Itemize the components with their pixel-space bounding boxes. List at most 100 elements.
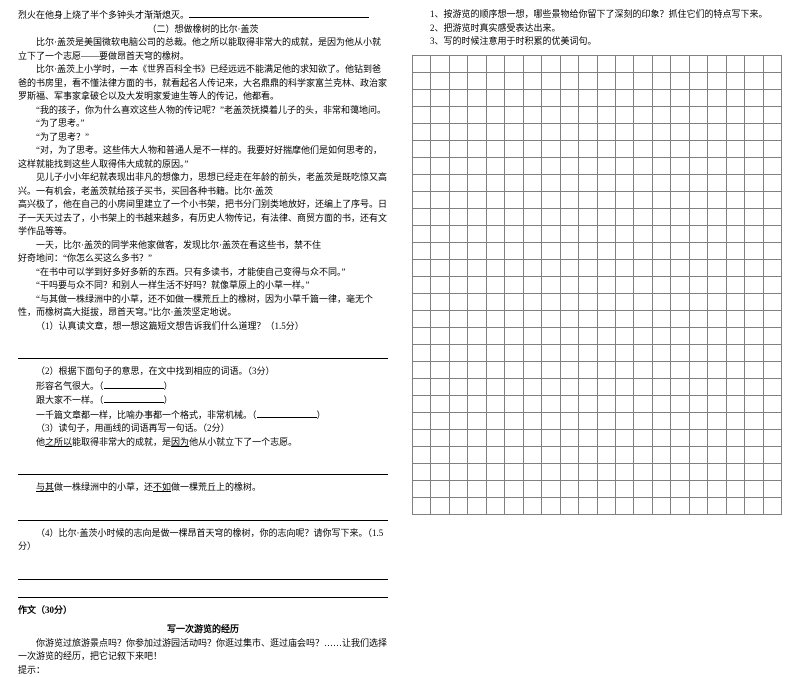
grid-cell — [468, 430, 486, 447]
grid-cell — [616, 260, 634, 277]
grid-cell — [653, 90, 671, 107]
grid-cell — [708, 56, 726, 73]
grid-cell — [708, 294, 726, 311]
grid-cell — [505, 243, 523, 260]
grid-cell — [653, 158, 671, 175]
grid-cell — [468, 294, 486, 311]
grid-cell — [413, 226, 431, 243]
grid-cell — [745, 260, 763, 277]
grid-cell — [634, 107, 652, 124]
line-intro: 烈火在他身上烧了半个多钟头才渐渐熄灭。 — [18, 8, 388, 23]
grid-cell — [727, 124, 745, 141]
grid-cell — [634, 175, 652, 192]
grid-cell — [708, 158, 726, 175]
grid-cell — [487, 413, 505, 430]
grid-cell — [542, 158, 560, 175]
grid-cell — [542, 192, 560, 209]
grid-cell — [487, 243, 505, 260]
grid-cell — [671, 90, 689, 107]
grid-cell — [653, 345, 671, 362]
grid-cell — [671, 362, 689, 379]
grid-cell — [690, 464, 708, 481]
grid-cell — [487, 107, 505, 124]
blank-q2b — [104, 393, 164, 403]
grid-cell — [561, 226, 579, 243]
grid-cell — [505, 175, 523, 192]
grid-cell — [634, 226, 652, 243]
grid-cell — [505, 430, 523, 447]
grid-cell — [524, 328, 542, 345]
grid-cell — [653, 311, 671, 328]
composition-title: 写一次游览的经历 — [18, 623, 388, 637]
grid-cell — [579, 498, 597, 515]
grid-cell — [690, 277, 708, 294]
grid-cell — [598, 481, 616, 498]
grid-cell — [745, 447, 763, 464]
grid-cell — [505, 192, 523, 209]
question-3: （3）读句子，用画线的词语再写一句话。（2分） — [18, 422, 388, 436]
grid-cell — [579, 56, 597, 73]
grid-cell — [487, 226, 505, 243]
grid-cell — [598, 413, 616, 430]
grid-cell — [431, 447, 449, 464]
grid-cell — [468, 107, 486, 124]
grid-cell — [487, 73, 505, 90]
q4-example: 与其做一株绿洲中的小草，还不如做一棵荒丘上的橡树。 — [18, 481, 388, 495]
grid-cell — [431, 277, 449, 294]
grid-cell — [542, 294, 560, 311]
grid-cell — [505, 107, 523, 124]
dialogue-6: “在书中可以学到好多好多新的东西。只有多读书，才能使自己变得与众不同。” — [18, 266, 388, 280]
grid-cell — [561, 311, 579, 328]
grid-cell — [542, 379, 560, 396]
grid-cell — [745, 175, 763, 192]
grid-cell — [561, 379, 579, 396]
grid-cell — [598, 294, 616, 311]
grid-cell — [634, 243, 652, 260]
grid-cell — [727, 90, 745, 107]
grid-cell — [524, 430, 542, 447]
grid-cell — [542, 141, 560, 158]
grid-cell — [764, 56, 782, 73]
grid-cell — [450, 56, 468, 73]
grid-cell — [598, 226, 616, 243]
grid-cell — [505, 447, 523, 464]
grid-cell — [745, 107, 763, 124]
grid-cell — [745, 379, 763, 396]
grid-cell — [764, 294, 782, 311]
grid-cell — [671, 396, 689, 413]
grid-cell — [598, 73, 616, 90]
grid-cell — [450, 209, 468, 226]
grid-cell — [524, 158, 542, 175]
grid-cell — [727, 345, 745, 362]
grid-cell — [616, 158, 634, 175]
grid-cell — [450, 90, 468, 107]
grid-cell — [524, 260, 542, 277]
grid-cell — [524, 447, 542, 464]
grid-cell — [450, 379, 468, 396]
grid-cell — [727, 175, 745, 192]
grid-cell — [634, 464, 652, 481]
grid-cell — [690, 345, 708, 362]
grid-cell — [690, 209, 708, 226]
grid-cell — [708, 107, 726, 124]
grid-cell — [561, 209, 579, 226]
grid-cell — [487, 498, 505, 515]
grid-cell — [653, 447, 671, 464]
grid-cell — [561, 175, 579, 192]
grid-cell — [561, 260, 579, 277]
grid-cell — [727, 226, 745, 243]
grid-cell — [708, 362, 726, 379]
grid-cell — [431, 362, 449, 379]
answer-line-q5a — [18, 568, 388, 580]
question-1: （1）认真读文章，想一想这篇短文想告诉我们什么道理？（1.5分） — [18, 320, 388, 334]
grid-cell — [598, 498, 616, 515]
grid-cell — [413, 107, 431, 124]
grid-cell — [431, 396, 449, 413]
grid-cell — [542, 260, 560, 277]
grid-cell — [764, 192, 782, 209]
grid-cell — [450, 430, 468, 447]
grid-cell — [745, 141, 763, 158]
q3-example: 他之所以能取得非常大的成就，是因为他从小就立下了一个志愿。 — [18, 436, 388, 450]
grid-cell — [524, 243, 542, 260]
grid-cell — [671, 73, 689, 90]
